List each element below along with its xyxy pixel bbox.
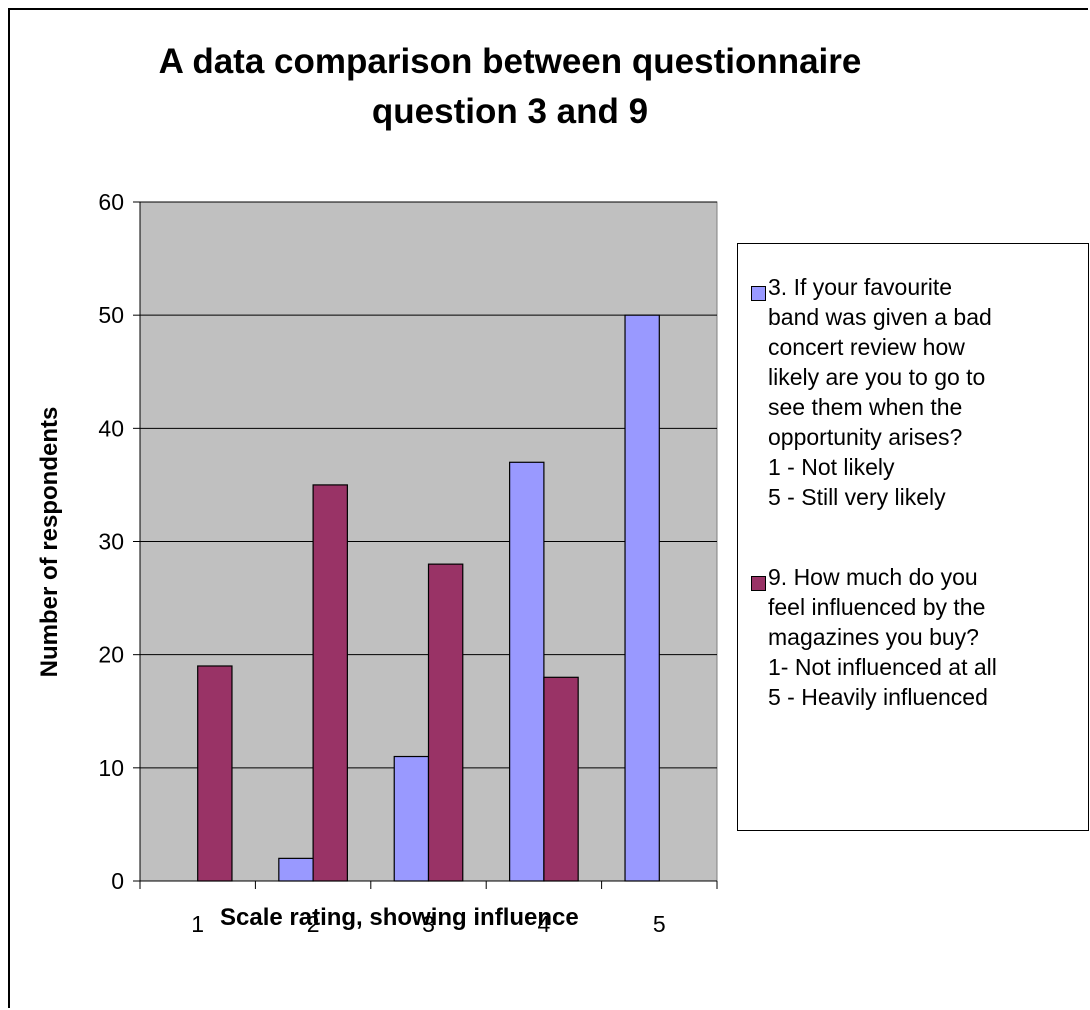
legend-entry-q9: 9. How much do you feel influenced by th… <box>768 562 1086 712</box>
bar-series-1-cat-4 <box>509 461 545 882</box>
y-tick-label: 60 <box>98 189 124 215</box>
y-axis-title: Number of respondents <box>36 406 63 678</box>
legend-q3-line: see them when the <box>768 394 963 420</box>
legend-q3-line: band was given a bad <box>768 304 992 330</box>
x-tick-label: 3 <box>422 911 435 937</box>
legend-q3-line: concert review how <box>768 334 965 360</box>
bar-series-2-cat-2 <box>312 484 348 882</box>
y-tick-label: 0 <box>111 868 124 894</box>
legend-q3-line: 5 - Still very likely <box>768 484 946 510</box>
legend-swatch-q3 <box>751 286 766 301</box>
y-tick-label: 10 <box>98 755 124 781</box>
legend-q3-line: opportunity arises? <box>768 424 963 450</box>
bar-series-2-cat-3 <box>427 563 464 882</box>
x-tick-label: 5 <box>653 911 666 937</box>
legend-q9-line: 9. How much do you <box>768 564 978 590</box>
chart-frame <box>8 8 1088 1008</box>
y-tick-label: 50 <box>98 302 124 328</box>
legend-q9-line: feel influenced by the <box>768 594 986 620</box>
x-tick-label: 2 <box>307 911 320 937</box>
legend-q3-line: 1 - Not likely <box>768 454 895 480</box>
legend-q9-line: magazines you buy? <box>768 624 979 650</box>
bar-series-1-cat-5 <box>624 314 660 882</box>
bar-series-1-cat-2 <box>278 857 314 882</box>
legend-swatch-q9 <box>751 576 766 591</box>
legend-q3-line: likely are you to go to <box>768 364 986 390</box>
legend-q3-line: 3. If your favourite <box>768 274 953 300</box>
legend-entry-q3: 3. If your favourite band was given a ba… <box>768 272 1086 512</box>
chart-title-line-1: A data comparison between questionnaire <box>158 42 862 81</box>
x-tick-label: 4 <box>538 911 551 937</box>
bar-series-1-cat-3 <box>393 755 430 882</box>
bar-series-2-cat-1 <box>197 665 233 882</box>
y-tick-label: 30 <box>98 529 124 555</box>
chart-title-line-2: question 3 and 9 <box>371 92 649 131</box>
legend-q9-line: 5 - Heavily influenced <box>768 684 988 710</box>
chart-legend: 3. If your favourite band was given a ba… <box>737 243 1089 831</box>
y-tick-label: 40 <box>98 415 124 441</box>
bar-series-2-cat-4 <box>543 676 579 882</box>
y-tick-label: 20 <box>98 642 124 668</box>
x-tick-label: 1 <box>191 911 204 937</box>
x-axis-title: Scale rating, showing influence <box>220 904 579 931</box>
legend-q9-line: 1- Not influenced at all <box>768 654 997 680</box>
